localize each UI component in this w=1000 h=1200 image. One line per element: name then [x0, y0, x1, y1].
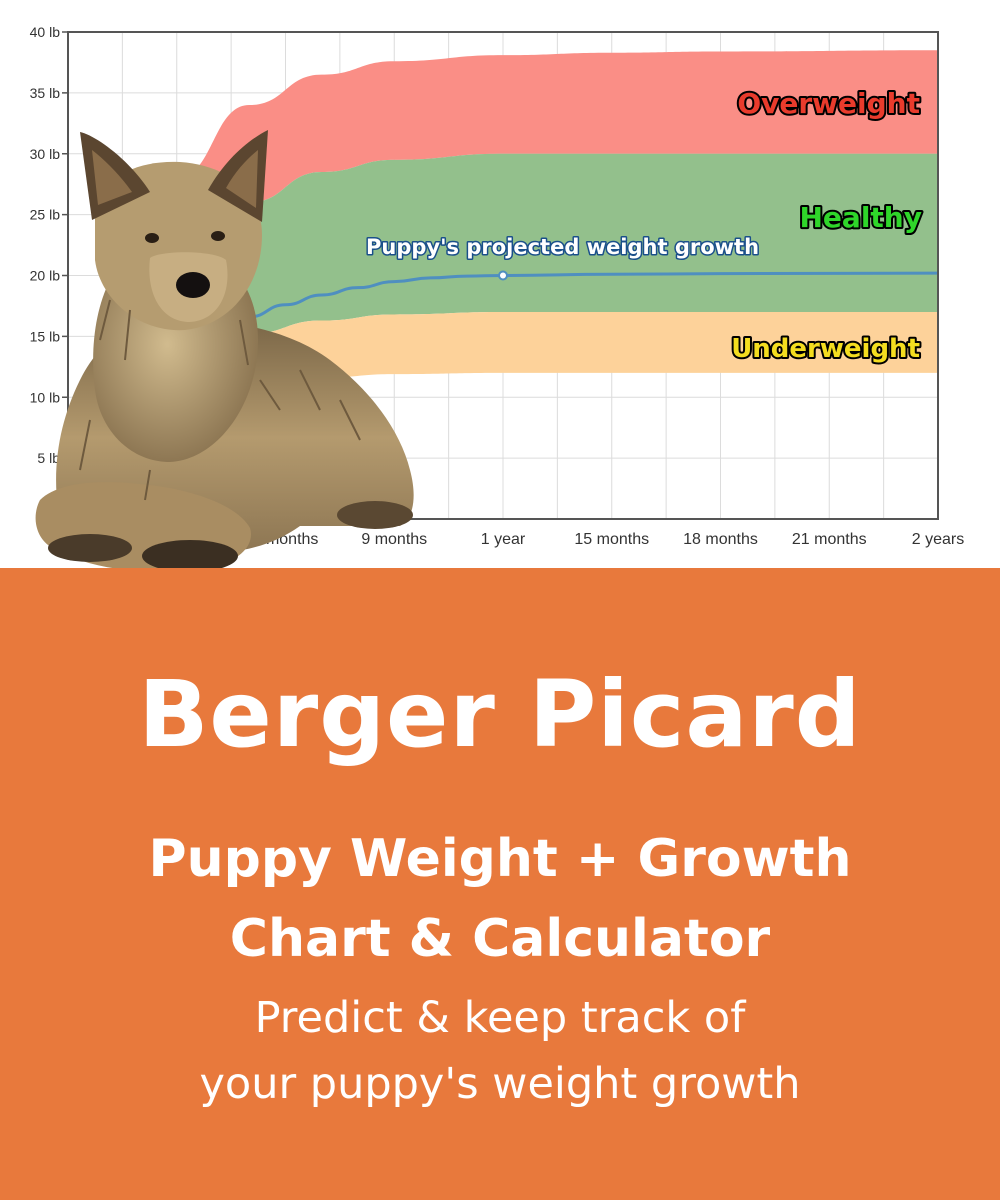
projected-growth-series	[176, 270, 939, 351]
x-tick-label: 15 months	[574, 531, 649, 548]
series-label-projected-growth: Puppy's projected weight growth	[366, 235, 759, 259]
subtitle-line-2: Chart & Calculator	[229, 909, 771, 969]
x-tick-label: 2 years	[912, 531, 964, 548]
y-tick-label: 10 lb	[30, 389, 61, 405]
projected-weight-marker	[498, 270, 508, 281]
y-tick-label: 15 lb	[30, 328, 61, 344]
breed-title: Berger Picard	[138, 661, 862, 768]
x-tick-label: 1 year	[481, 531, 526, 548]
band-label-underweight: Underweight	[731, 334, 920, 364]
projected-weight-line	[176, 271, 939, 351]
tagline-line-2: your puppy's weight growth	[199, 1059, 801, 1109]
band-overweight	[176, 50, 938, 252]
x-tick-label: 21 months	[792, 531, 867, 548]
y-tick-label: 40 lb	[30, 24, 61, 40]
band-underweight	[176, 312, 938, 398]
subtitle-line-1: Puppy Weight + Growth	[148, 829, 852, 889]
x-tick-label: 18 months	[683, 531, 758, 548]
y-tick-label: 25 lb	[30, 207, 61, 223]
y-tick-label: 30 lb	[30, 146, 61, 162]
title-banner: Berger Picard Puppy Weight + Growth Char…	[0, 568, 1000, 1200]
band-label-healthy: Healthy	[800, 201, 923, 234]
y-tick-label: 5 lb	[37, 450, 60, 466]
band-label-overweight: Overweight	[737, 87, 920, 120]
dog-photo	[35, 130, 414, 568]
y-tick-label: 20 lb	[30, 268, 61, 284]
weight-bands	[176, 50, 938, 398]
x-tick-label: 9 months	[361, 531, 427, 548]
chart-labels: Puppy's projected weight growth Overweigh…	[365, 85, 925, 366]
y-tick-label: 35 lb	[30, 85, 61, 101]
tagline-line-1: Predict & keep track of	[254, 993, 746, 1043]
band-healthy	[176, 153, 938, 361]
